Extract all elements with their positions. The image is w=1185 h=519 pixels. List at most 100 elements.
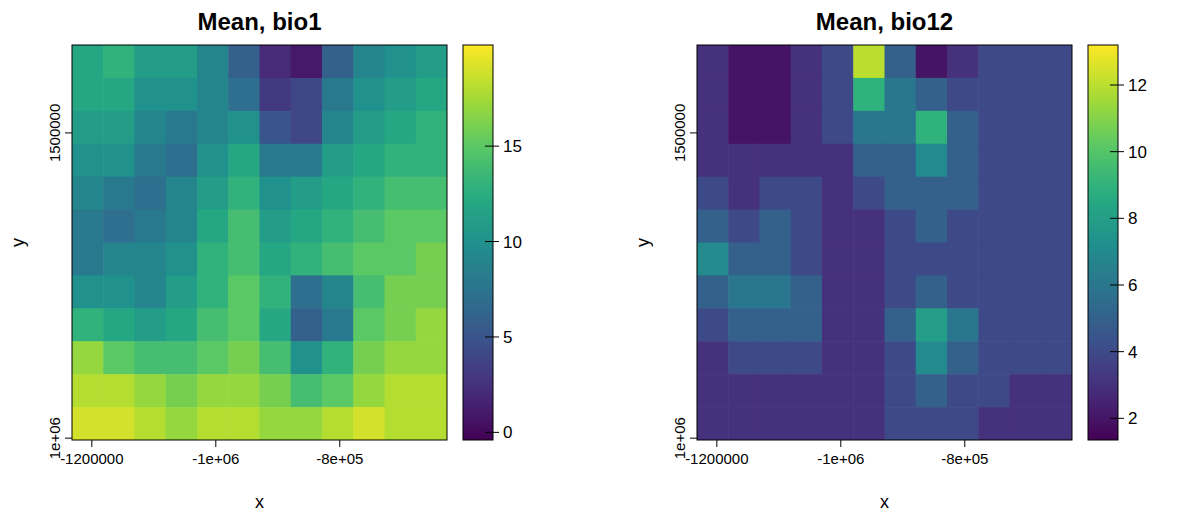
cell <box>822 210 854 244</box>
cell <box>791 243 823 277</box>
colorbar-tick-label: 4 <box>1128 343 1137 362</box>
cell <box>291 341 323 375</box>
cell <box>1010 78 1042 112</box>
cell <box>228 243 260 277</box>
cell <box>416 210 447 244</box>
cell <box>697 308 729 342</box>
cell <box>885 341 917 375</box>
cell <box>72 111 104 145</box>
cell <box>1010 177 1042 211</box>
cell <box>166 45 198 79</box>
cell <box>885 210 917 244</box>
cell <box>697 111 729 145</box>
cell <box>947 210 979 244</box>
cell <box>197 78 229 112</box>
cell <box>72 144 104 178</box>
cell <box>853 144 885 178</box>
cell <box>166 275 198 309</box>
x-tick <box>339 440 340 447</box>
cell <box>978 275 1010 309</box>
cell <box>385 275 417 309</box>
cell <box>103 243 135 277</box>
cell <box>947 243 979 277</box>
y-tick-label: 1500000 <box>46 104 63 162</box>
cell <box>947 177 979 211</box>
cell <box>1041 111 1072 145</box>
cell <box>228 275 260 309</box>
cell <box>197 111 229 145</box>
cell <box>1041 177 1072 211</box>
cell <box>416 177 447 211</box>
cell <box>228 308 260 342</box>
cell <box>947 275 979 309</box>
x-tick-label: -8e+05 <box>941 450 988 467</box>
cell <box>103 210 135 244</box>
cell <box>1041 374 1072 408</box>
cell <box>728 341 760 375</box>
cell <box>1041 308 1072 342</box>
cell <box>1010 144 1042 178</box>
panel: Mean, bio12-1200000-1e+06-8e+051e+061500… <box>633 8 1147 512</box>
cell <box>697 275 729 309</box>
cell <box>166 374 198 408</box>
cell <box>947 45 979 79</box>
cell <box>72 341 104 375</box>
cell <box>728 177 760 211</box>
cell <box>353 144 385 178</box>
cell <box>885 275 917 309</box>
cell <box>135 407 167 440</box>
cell <box>385 111 417 145</box>
cell <box>353 275 385 309</box>
cell <box>166 308 198 342</box>
cell <box>1041 78 1072 112</box>
cell <box>978 111 1010 145</box>
cell <box>853 177 885 211</box>
cell <box>353 341 385 375</box>
cell <box>385 407 417 440</box>
cell <box>978 177 1010 211</box>
cell <box>291 111 323 145</box>
cell <box>416 374 447 408</box>
cell <box>760 144 792 178</box>
cell <box>853 275 885 309</box>
cell <box>135 111 167 145</box>
cell <box>322 210 354 244</box>
cell <box>291 210 323 244</box>
cell <box>322 177 354 211</box>
colorbar-tick <box>485 241 499 242</box>
cell <box>353 407 385 440</box>
cell <box>291 407 323 440</box>
cell <box>385 341 417 375</box>
cell <box>135 243 167 277</box>
cell <box>260 341 292 375</box>
cell <box>1010 407 1042 440</box>
cell <box>760 45 792 79</box>
cell <box>822 111 854 145</box>
cell <box>1010 45 1042 79</box>
cell <box>697 374 729 408</box>
x-axis-title: x <box>255 492 264 512</box>
colorbar-tick <box>485 432 499 433</box>
cell <box>791 45 823 79</box>
cell <box>385 45 417 79</box>
cell <box>166 144 198 178</box>
cell <box>197 45 229 79</box>
x-tick-label: -1e+06 <box>817 450 864 467</box>
cell <box>1010 111 1042 145</box>
cell <box>353 111 385 145</box>
cell <box>822 341 854 375</box>
cell <box>1041 275 1072 309</box>
cell <box>916 275 948 309</box>
cell <box>885 111 917 145</box>
colorbar-tick <box>1110 285 1124 286</box>
cell <box>1010 210 1042 244</box>
colorbar-tick-label: 5 <box>503 328 512 347</box>
plot-frame <box>72 45 447 440</box>
colorbar-tick <box>1110 85 1124 86</box>
cell <box>947 144 979 178</box>
cell <box>791 275 823 309</box>
cell <box>728 275 760 309</box>
cell <box>322 374 354 408</box>
cell <box>853 45 885 79</box>
cell <box>385 177 417 211</box>
